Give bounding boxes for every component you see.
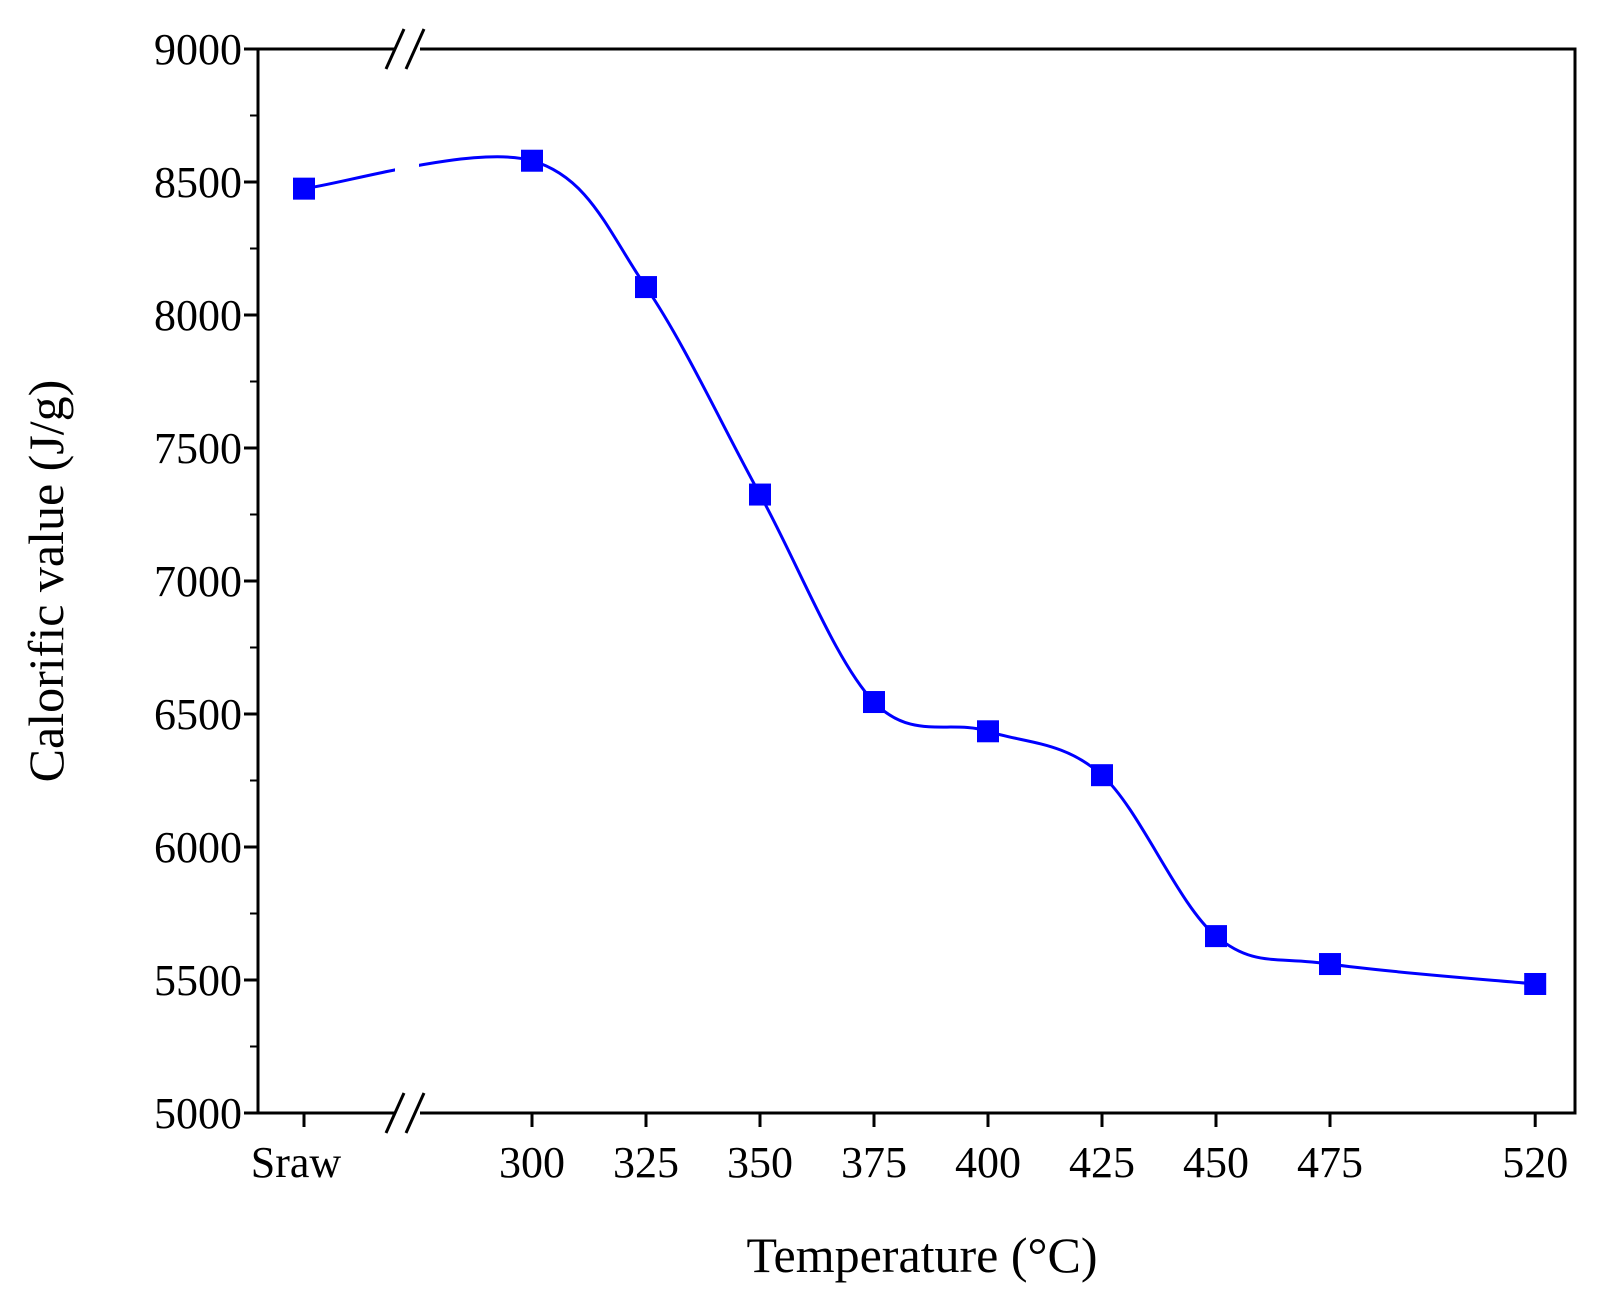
y-tick-label: 5000 [154, 1089, 242, 1138]
y-axis-title: Calorific value (J/g) [18, 380, 74, 783]
x-tick-label: 300 [499, 1138, 565, 1187]
axis-break-slash [404, 28, 426, 70]
data-point [749, 483, 771, 506]
x-tick-label: 375 [841, 1138, 907, 1187]
x-tick-label: 325 [613, 1138, 679, 1187]
axis-break-slash [384, 1092, 406, 1134]
series [293, 79, 1547, 995]
x-tick-label: 350 [727, 1138, 793, 1187]
x-tick-label: Sraw [251, 1138, 342, 1187]
x-tick-label: 475 [1297, 1138, 1363, 1187]
y-tick-label: 8000 [154, 291, 242, 340]
axis-breaks [384, 28, 426, 1134]
x-tick-label: 450 [1183, 1138, 1249, 1187]
x-tick-label: 425 [1069, 1138, 1135, 1187]
data-point [1319, 953, 1341, 976]
y-axis: 5000 5500 6000 6500 7000 7500 8000 8500 9000 [154, 25, 258, 1138]
y-tick-label: 8500 [154, 158, 242, 207]
data-point [977, 720, 999, 743]
axis-break-slash [384, 28, 406, 70]
axis-break-slash [404, 1092, 426, 1134]
y-tick-label: 7000 [154, 557, 242, 606]
series-line [303, 155, 1536, 986]
data-point [293, 177, 315, 200]
x-tick-label: 520 [1502, 1138, 1568, 1187]
plot-frame [256, 47, 1577, 1115]
y-tick-label: 6500 [154, 690, 242, 739]
y-tick-label: 7500 [154, 424, 242, 473]
x-tick-label: 400 [955, 1138, 1021, 1187]
data-point [1205, 925, 1227, 948]
data-point [1091, 764, 1113, 787]
x-axis-title: Temperature (°C) [746, 1227, 1097, 1283]
y-tick-label: 6000 [154, 823, 242, 872]
data-point [521, 149, 543, 172]
x-axis: Sraw 300 325 350 375 400 425 450 475 520 [251, 1113, 1568, 1187]
data-point [635, 276, 657, 299]
data-point [1524, 972, 1547, 995]
data-point [863, 691, 885, 714]
y-tick-label: 9000 [154, 25, 242, 74]
y-tick-label: 5500 [154, 956, 242, 1005]
series-break-gap [395, 79, 419, 279]
